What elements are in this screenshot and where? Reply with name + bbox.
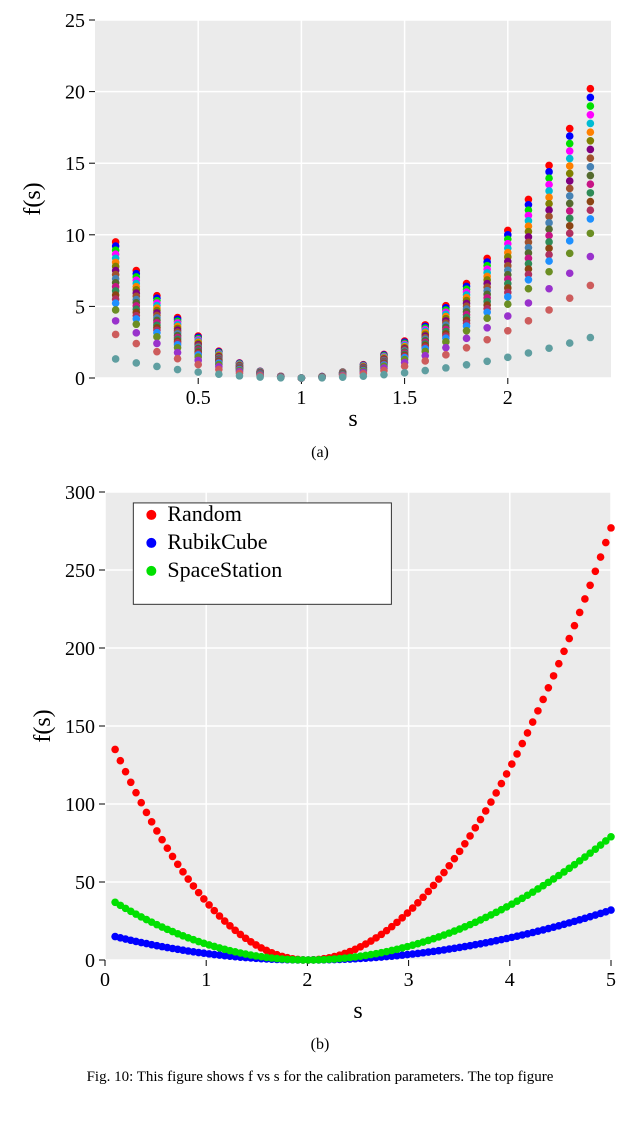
svg-text:2: 2 — [302, 969, 312, 991]
caption-a: (a) — [311, 444, 329, 462]
svg-text:0: 0 — [100, 969, 110, 991]
svg-text:SpaceStation: SpaceStation — [167, 557, 282, 582]
svg-text:f(s): f(s) — [20, 182, 46, 215]
svg-text:1: 1 — [201, 969, 211, 991]
subplot-b: 012345050100150200250300sf(s)RandomRubik… — [15, 480, 625, 1030]
svg-text:Random: Random — [167, 501, 242, 526]
subplot-a: 0.511.520510152025sf(s) — [15, 8, 625, 438]
svg-text:20: 20 — [65, 82, 85, 104]
svg-text:5: 5 — [606, 969, 616, 991]
svg-text:200: 200 — [65, 638, 95, 660]
svg-text:100: 100 — [65, 794, 95, 816]
svg-text:50: 50 — [75, 872, 95, 894]
svg-text:0.5: 0.5 — [186, 387, 211, 409]
figure-container: 0.511.520510152025sf(s) (a) 012345050100… — [0, 0, 640, 1088]
chart-a-svg: 0.511.520510152025sf(s) — [15, 8, 625, 438]
svg-text:1: 1 — [296, 387, 306, 409]
svg-text:RubikCube: RubikCube — [167, 529, 267, 554]
svg-text:250: 250 — [65, 560, 95, 582]
svg-text:10: 10 — [65, 225, 85, 247]
svg-text:0: 0 — [85, 950, 95, 972]
svg-text:300: 300 — [65, 482, 95, 504]
svg-text:3: 3 — [404, 969, 414, 991]
svg-text:s: s — [353, 998, 362, 1024]
svg-text:150: 150 — [65, 716, 95, 738]
svg-text:15: 15 — [65, 153, 85, 175]
chart-b-svg: 012345050100150200250300sf(s)RandomRubik… — [15, 480, 625, 1030]
svg-text:0: 0 — [75, 368, 85, 390]
figure-caption: Fig. 10: This figure shows f vs s for th… — [87, 1068, 554, 1088]
svg-text:s: s — [348, 406, 357, 432]
svg-text:25: 25 — [65, 10, 85, 32]
svg-text:1.5: 1.5 — [392, 387, 417, 409]
svg-text:5: 5 — [75, 296, 85, 318]
svg-text:f(s): f(s) — [30, 709, 56, 742]
svg-text:4: 4 — [505, 969, 515, 991]
svg-text:2: 2 — [503, 387, 513, 409]
caption-b: (b) — [311, 1036, 330, 1054]
